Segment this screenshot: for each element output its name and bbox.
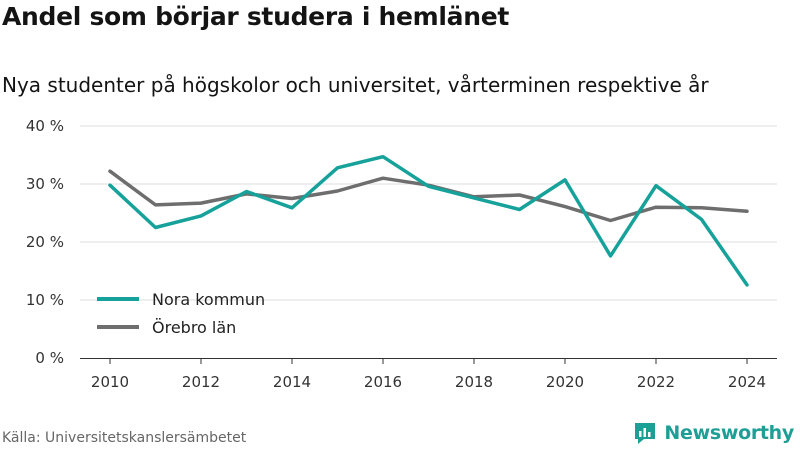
- grid-lines: [80, 125, 777, 301]
- x-tick-label: 2014: [273, 373, 311, 391]
- brand-name: Newsworthy: [664, 422, 794, 444]
- series-line-nora-kommun: [108, 154, 749, 287]
- x-tick-label: 2024: [728, 373, 766, 391]
- x-tick-label: 2012: [182, 373, 220, 391]
- legend-label: Nora kommun: [152, 290, 265, 309]
- legend: Nora kommun Örebro län: [97, 290, 265, 337]
- axes: 0 % 10 % 20 % 30 % 40 % 2010 2012 2014 2016 2018 2…: [26, 117, 777, 391]
- y-tick-label: 0 %: [35, 349, 64, 367]
- chart-title: Andel som börjar studera i hemlänet: [2, 2, 510, 31]
- y-tick-label: 40 %: [26, 117, 64, 135]
- brand[interactable]: Newsworthy: [632, 420, 794, 446]
- y-tick-label: 10 %: [26, 291, 64, 309]
- chart-subtitle: Nya studenter på högskolor och universit…: [2, 73, 709, 97]
- x-tick-label: 2010: [91, 373, 129, 391]
- source-note: Källa: Universitetskanslersämbetet: [2, 430, 247, 446]
- x-tick-label: 2022: [637, 373, 675, 391]
- legend-label: Örebro län: [152, 318, 236, 337]
- line-chart: 0 % 10 % 20 % 30 % 40 % 2010 2012 2014 2016 2018 2…: [26, 117, 777, 391]
- x-tick-label: 2016: [364, 373, 402, 391]
- newsworthy-logo-icon: [635, 423, 656, 444]
- x-tick-label: 2020: [546, 373, 584, 391]
- y-tick-label: 20 %: [26, 233, 64, 251]
- x-tick-label: 2018: [455, 373, 493, 391]
- series-lines: [108, 154, 749, 287]
- y-tick-label: 30 %: [26, 175, 64, 193]
